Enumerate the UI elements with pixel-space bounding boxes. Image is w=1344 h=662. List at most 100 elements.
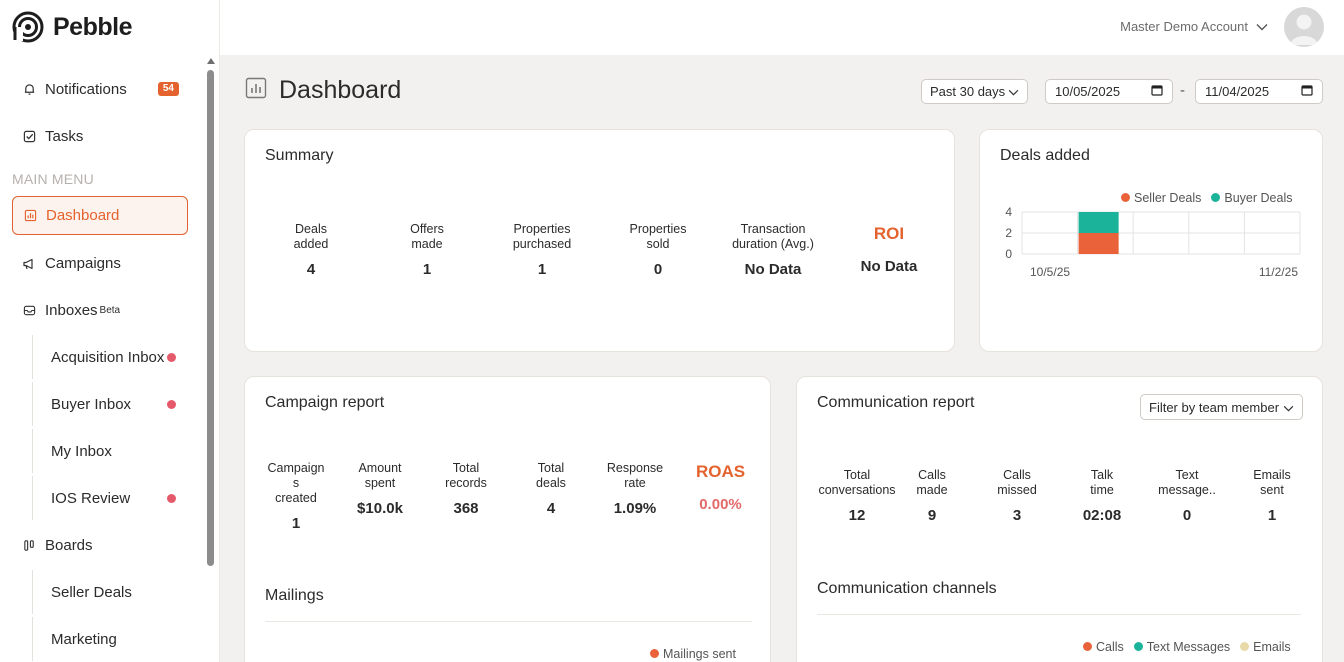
metric-deals-added: Deals added 4 [271, 222, 351, 277]
legend-item-mailings[interactable]: Mailings sent [650, 647, 736, 661]
metric-response-rate: Response rate 1.09% [600, 461, 670, 516]
bell-icon [22, 83, 36, 97]
metric-value: 12 [848, 507, 866, 524]
brand-logo[interactable]: Pebble [12, 11, 132, 43]
metric-offers-made: Offers made 1 [387, 222, 467, 277]
metric-label: purchased [512, 237, 572, 251]
legend-item-emails[interactable]: Emails [1240, 640, 1291, 654]
date-from-input[interactable]: 10/05/2025 [1045, 79, 1173, 104]
account-switcher[interactable]: Master Demo Account [1120, 19, 1268, 34]
metric-label: Total [843, 468, 871, 482]
unread-dot [167, 493, 176, 503]
inbox-item-label: My Inbox [51, 442, 112, 460]
sidebar-item-ios-review[interactable]: IOS Review [32, 476, 182, 520]
legend-swatch [1121, 193, 1130, 202]
summary-card: Summary Deals added 4 Offers made 1 Prop… [244, 129, 955, 352]
calendar-icon [1301, 84, 1313, 99]
inboxes-label: Inboxes [45, 302, 98, 319]
metric-text-messages: Text message.. 0 [1147, 468, 1227, 523]
metric-label: records [445, 476, 487, 490]
metric-value: 02:08 [1082, 507, 1122, 524]
sidebar-item-buyer-inbox[interactable]: Buyer Inbox [32, 382, 182, 426]
roas-label: ROAS [695, 462, 746, 481]
metric-value: No Data [744, 261, 802, 278]
legend-label: Mailings sent [663, 647, 736, 661]
legend-item-seller[interactable]: Seller Deals [1121, 191, 1201, 205]
deals-legend: Seller Deals Buyer Deals [1121, 191, 1292, 205]
metric-label: sold [646, 237, 670, 251]
metric-total-records: Total records 368 [431, 461, 501, 516]
roi-value: No Data [860, 258, 918, 275]
sidebar-item-acquisition-inbox[interactable]: Acquisition Inbox [32, 335, 182, 379]
metric-label: Offers [410, 222, 444, 236]
board-item-label: Seller Deals [51, 583, 132, 601]
metric-label: deals [536, 476, 566, 490]
metric-emails-sent: Emails sent 1 [1242, 468, 1302, 523]
roas-value: 0.00% [699, 496, 742, 513]
metric-label: Properties [513, 222, 571, 236]
sidebar-scrollbar[interactable] [207, 70, 214, 566]
page-header: Dashboard [245, 76, 401, 105]
sidebar-item-my-inbox[interactable]: My Inbox [32, 429, 182, 473]
sidebar: Pebble Notifications 54 Tasks MAIN MENU … [0, 0, 220, 662]
summary-title: Summary [265, 147, 334, 164]
pebble-logo-icon [12, 11, 44, 43]
sidebar-item-dashboard[interactable]: Dashboard [12, 196, 188, 235]
metric-label: rate [624, 476, 646, 490]
date-to-input[interactable]: 11/04/2025 [1195, 79, 1323, 104]
date-range-select[interactable]: Past 30 days [921, 79, 1028, 104]
legend-item-buyer[interactable]: Buyer Deals [1211, 191, 1292, 205]
inbox-item-label: Buyer Inbox [51, 395, 132, 413]
notifications-badge: 54 [157, 82, 179, 96]
legend-item-calls[interactable]: Calls [1083, 640, 1124, 654]
metric-value: 4 [306, 261, 316, 278]
metric-talk-time: Talk time 02:08 [1072, 468, 1132, 523]
legend-label: Buyer Deals [1224, 191, 1293, 205]
legend-swatch [650, 649, 659, 658]
communication-report-card: Communication report Filter by team memb… [796, 376, 1323, 662]
filter-label: Filter by team member [1149, 399, 1280, 415]
y-tick-label: 2 [1005, 226, 1012, 240]
date-from-value: 10/05/2025 [1055, 84, 1121, 99]
metric-label: time [1090, 483, 1114, 497]
channels-title: Communication channels [817, 580, 997, 597]
legend-label: Calls [1096, 640, 1124, 654]
metric-label: Transaction [740, 222, 806, 236]
legend-item-text[interactable]: Text Messages [1133, 640, 1230, 654]
sidebar-item-campaigns[interactable]: Campaigns [12, 244, 188, 283]
legend-swatch [1133, 642, 1143, 651]
metric-properties-purchased: Properties purchased 1 [497, 222, 587, 277]
metric-value: 1 [1267, 507, 1277, 524]
metric-label: Properties [629, 222, 687, 236]
bar-seller-deals [1078, 233, 1119, 254]
metric-value: $10.0k [357, 500, 403, 517]
beta-tag: Beta [99, 305, 121, 316]
date-range-value: Past 30 days [930, 84, 1006, 99]
sidebar-item-seller-deals[interactable]: Seller Deals [32, 570, 182, 614]
user-avatar-icon [1290, 14, 1318, 45]
unread-dot [167, 352, 176, 362]
metric-value: 1 [291, 515, 301, 532]
metric-label: Emails [1253, 468, 1291, 482]
metric-value: 368 [453, 500, 479, 517]
sidebar-item-marketing[interactable]: Marketing [32, 617, 182, 661]
team-member-filter[interactable]: Filter by team member [1140, 394, 1303, 420]
brand-name: Pebble [53, 12, 132, 41]
sidebar-item-notifications[interactable]: Notifications 54 [12, 70, 188, 109]
sidebar-item-tasks[interactable]: Tasks [12, 117, 188, 156]
metric-value: 3 [1012, 507, 1022, 524]
sidebar-item-inboxes[interactable]: Inboxes Beta [12, 291, 188, 330]
metric-label: Amount [358, 461, 402, 475]
megaphone-icon [22, 257, 36, 271]
scroll-up-arrow[interactable] [207, 58, 215, 64]
legend-label: Seller Deals [1134, 191, 1202, 205]
metric-label: Calls [918, 468, 946, 482]
metric-value: 4 [546, 500, 556, 517]
divider [817, 614, 1301, 615]
metric-label: Campaign [267, 461, 325, 475]
sidebar-item-boards[interactable]: Boards [12, 526, 188, 565]
roi-label: ROI [873, 224, 905, 243]
dashboard-chart-icon [245, 77, 267, 104]
metric-total-conversations: Total conversations 12 [811, 468, 903, 523]
avatar[interactable] [1284, 7, 1324, 47]
